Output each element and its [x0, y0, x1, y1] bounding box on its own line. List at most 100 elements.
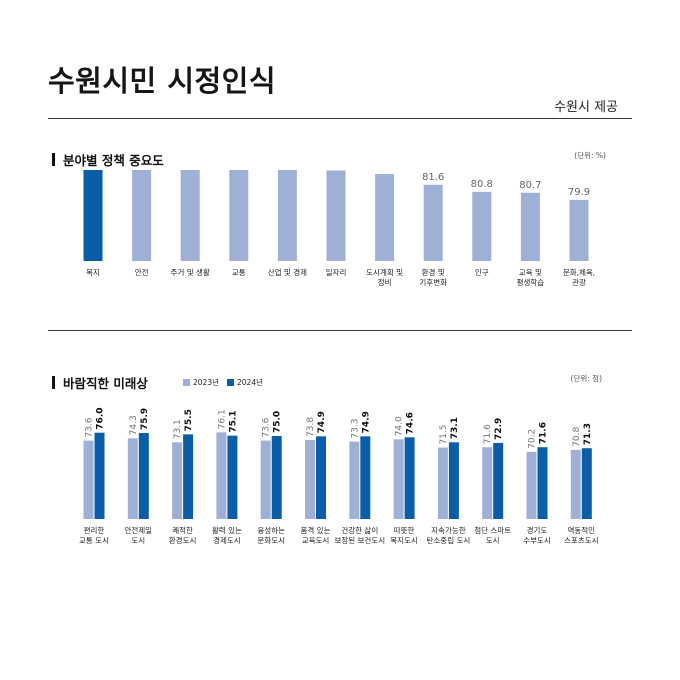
vision-bar-2023 [393, 439, 404, 519]
importance-bar-chart: 87.7복지85.2안전83.8주거 및 생활83.8교통83.4산업 및 경제… [83, 170, 595, 287]
importance-bar [569, 199, 589, 261]
vision-bar-2024 [581, 448, 592, 519]
legend-swatch-2024 [227, 379, 234, 386]
vision-bar-2024 [271, 436, 282, 519]
vision-category-label: 활력 있는 경제도시 [212, 525, 242, 545]
vision-value-label-2024: 74.6 [406, 412, 416, 434]
importance-value-label: 80.8 [471, 179, 493, 190]
vision-bar-2023 [526, 451, 537, 519]
importance-category-label: 인구 [475, 267, 489, 277]
heading-marker [52, 376, 55, 389]
chart1-title: 분야별 정책 중요도 [63, 153, 164, 168]
vision-value-label-2023: 70.8 [572, 427, 582, 447]
vision-value-label-2024: 75.5 [184, 409, 194, 431]
importance-bar [83, 170, 103, 261]
legend-item-2023: 2023년 [183, 377, 219, 388]
vision-value-label-2024: 73.1 [450, 417, 460, 439]
chart2-heading: 바람직한 미래상 [52, 373, 148, 392]
vision-category-label: 안전제일 도시 [124, 525, 152, 545]
vision-value-label-2024: 75.1 [228, 410, 238, 432]
importance-value-label: 79.9 [568, 187, 590, 198]
importance-bar [472, 191, 492, 261]
importance-bar [423, 184, 443, 261]
importance-bar [132, 170, 152, 261]
importance-category-label: 도시계획 및 정비 [366, 267, 403, 287]
vision-value-label-2023: 73.6 [85, 417, 95, 437]
chart2-legend: 2023년 2024년 [183, 377, 271, 388]
importance-value-label: 81.6 [422, 172, 444, 183]
vision-category-label: 지속가능한 탄소중립 도시 [427, 526, 471, 545]
vision-category-label: 따뜻한 복지도시 [390, 526, 418, 545]
vision-bar-2023 [437, 447, 448, 519]
vision-bar-2024 [227, 435, 238, 519]
vision-value-label-2023: 71.6 [483, 424, 493, 444]
importance-value-label: 82.8 [373, 170, 395, 172]
importance-bar [180, 170, 200, 261]
vision-value-label-2023: 73.1 [173, 419, 183, 439]
vision-bar-2023 [349, 441, 360, 519]
vision-category-label: 건강한 삶이 보장된 보건도시 [334, 525, 385, 545]
vision-bar-2023 [482, 447, 493, 519]
vision-value-label-2024: 72.9 [494, 418, 504, 440]
vision-value-label-2024: 74.9 [317, 411, 327, 433]
importance-category-label: 주거 및 생활 [171, 267, 210, 277]
vision-bar-2024 [493, 442, 504, 519]
importance-category-label: 일자리 [326, 268, 347, 277]
vision-bar-2023 [570, 449, 581, 519]
importance-category-label: 환경 및 기후변화 [419, 267, 447, 287]
importance-bar [520, 192, 540, 261]
legend-label-2024: 2024년 [237, 378, 263, 387]
vision-bar-2023 [172, 442, 183, 519]
vision-bar-2024 [360, 436, 371, 519]
vision-category-label: 융성하는 문화도시 [257, 525, 285, 545]
legend-label-2023: 2023년 [193, 378, 219, 387]
vision-value-label-2024: 75.0 [273, 411, 283, 433]
vision-value-label-2023: 71.5 [439, 425, 449, 445]
vision-category-label: 경기도 수부도시 [523, 525, 551, 545]
vision-bar-2024 [94, 432, 105, 519]
vision-bar-2023 [305, 439, 315, 519]
importance-value-label: 80.7 [519, 180, 541, 191]
chart1-heading: 분야별 정책 중요도 [52, 150, 164, 169]
vision-category-label: 쾌적한 환경도시 [169, 525, 197, 545]
vision-value-label-2024: 71.3 [583, 423, 593, 445]
vision-value-label-2024: 75.9 [140, 408, 150, 430]
vision-category-label: 역동적인 스포츠도시 [564, 525, 599, 545]
vision-bar-2024 [404, 437, 415, 519]
vision-value-label-2023: 74.0 [395, 416, 405, 436]
vision-bar-2024 [316, 436, 326, 519]
vision-value-label-2024: 76.0 [96, 407, 106, 429]
vision-value-label-2024: 71.6 [539, 422, 549, 444]
vision-bar-2024 [448, 442, 459, 519]
importance-bar [375, 174, 395, 261]
importance-category-label: 교통 [232, 268, 246, 277]
source-credit: 수원시 제공 [554, 100, 618, 115]
importance-bar [326, 170, 346, 261]
chart2-unit: (단위: 점) [570, 374, 602, 383]
importance-bar [229, 170, 249, 261]
importance-bar [277, 170, 297, 261]
top-divider [48, 118, 632, 119]
vision-bar-2023 [260, 440, 271, 519]
importance-category-label: 복지 [86, 268, 100, 277]
vision-value-label-2024: 74.9 [361, 411, 371, 433]
vision-value-label-2023: 70.2 [528, 429, 538, 449]
vision-category-label: 품격 있는 교육도시 [301, 525, 331, 545]
chart1-unit: (단위: %) [574, 151, 606, 160]
vision-value-label-2023: 74.3 [129, 415, 139, 435]
vision-bar-2023 [216, 432, 227, 519]
importance-category-label: 안전 [135, 267, 149, 277]
importance-category-label: 문화,체육, 관광 [563, 267, 595, 287]
importance-category-label: 산업 및 경제 [268, 267, 307, 277]
vision-value-label-2023: 73.8 [306, 417, 316, 437]
vision-value-label-2023: 73.6 [262, 417, 272, 437]
vision-bar-2024 [138, 433, 149, 519]
importance-category-label: 교육 및 평생학습 [517, 267, 545, 287]
vision-value-label-2023: 76.1 [217, 409, 227, 429]
vision-bar-2023 [83, 440, 94, 519]
middle-divider [48, 330, 632, 331]
vision-bar-2023 [127, 438, 138, 519]
vision-value-label-2023: 73.3 [350, 419, 360, 439]
legend-item-2024: 2024년 [227, 377, 263, 388]
